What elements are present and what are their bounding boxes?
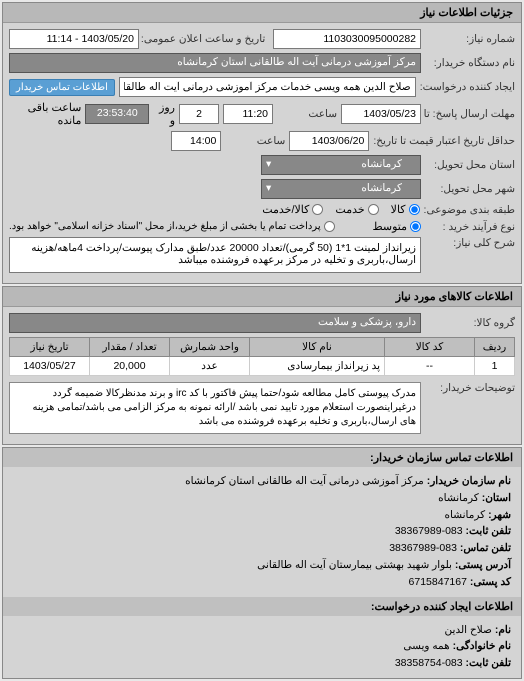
buyer-contact-body: نام سازمان خریدار: مرکز آموزشی درمانی آی… — [3, 467, 521, 597]
announce-label: تاریخ و ساعت اعلان عمومی: — [143, 33, 265, 45]
bc-address: بلوار شهید بهشتی بیمارستان آیت اله طالقا… — [257, 559, 452, 571]
radio-service[interactable]: خدمت — [335, 203, 378, 216]
bc-tel-label: تلفن ثابت: — [466, 525, 511, 537]
buyer-org-label: نام دستگاه خریدار: — [425, 57, 515, 69]
buyer-contact-header: اطلاعات تماس سازمان خریدار: — [3, 448, 521, 467]
bc-org: مرکز آموزشی درمانی آیت اله طالقانی استان… — [185, 475, 424, 487]
bc-province-label: استان: — [482, 492, 511, 504]
buyer-contact-panel: اطلاعات تماس سازمان خریدار: نام سازمان خ… — [2, 447, 522, 679]
pay-note-radio[interactable] — [324, 221, 335, 232]
province-label: استان محل تحویل: — [425, 159, 515, 171]
bc-fax: 083-38367989 — [389, 542, 457, 554]
subject-type-radio-group: کالا خدمت کالا/خدمت — [262, 203, 419, 216]
rc-name-label: نام: — [495, 624, 511, 636]
cell-name: پد زیرانداز بیمار‌سادی — [250, 357, 385, 376]
radio-medium[interactable]: متوسط — [372, 220, 421, 233]
goods-header: اطلاعات کالاهای مورد نیاز — [3, 287, 521, 307]
time-label-1: ساعت — [277, 108, 337, 120]
radio-both-input[interactable] — [312, 204, 323, 215]
table-row[interactable]: 1 -- پد زیرانداز بیمار‌سادی عدد 20,000 1… — [10, 357, 515, 376]
desc-label: شرح کلی نیاز: — [425, 237, 515, 249]
col-date: تاریخ نیاز — [10, 338, 90, 357]
bc-org-label: نام سازمان خریدار: — [427, 475, 511, 487]
province-dropdown[interactable]: کرمانشاه — [261, 155, 421, 175]
announce-input[interactable] — [9, 29, 139, 49]
radio-both[interactable]: کالا/خدمت — [262, 203, 323, 216]
time-label-2: ساعت — [225, 135, 285, 147]
remain-suffix: ساعت باقی مانده — [9, 101, 81, 127]
requester-contact-header: اطلاعات ایجاد کننده درخواست: — [3, 597, 521, 616]
city-label: شهر محل تحویل: — [425, 183, 515, 195]
city-dropdown[interactable]: کرمانشاه — [261, 179, 421, 199]
bc-address-label: آدرس پستی: — [455, 559, 511, 571]
rc-family-label: نام خانوادگی: — [453, 640, 511, 652]
cell-date: 1403/05/27 — [10, 357, 90, 376]
delivery-date-input[interactable] — [289, 131, 369, 151]
request-info-header: جزئیات اطلاعات نیاز — [3, 3, 521, 23]
bc-province: کرمانشاه — [438, 492, 479, 504]
delivery-deadline-label: حداقل تاریخ اعتبار قیمت تا تاریخ: — [373, 135, 515, 147]
bc-fax-label: تلفن تماس: — [460, 542, 511, 554]
remain-time-value: 23:53:40 — [85, 104, 149, 124]
col-row: ردیف — [475, 338, 515, 357]
goods-panel: اطلاعات کالاهای مورد نیاز گروه کالا: دار… — [2, 286, 522, 445]
goods-group-value: دارو، پزشکی و سلامت — [9, 313, 421, 333]
cell-unit: عدد — [170, 357, 250, 376]
rc-tel-label: تلفن ثابت: — [466, 657, 511, 669]
deadline-time-input[interactable] — [223, 104, 273, 124]
remain-days-input — [179, 104, 219, 124]
bc-postal-label: کد پستی: — [470, 576, 511, 588]
currency-label: طبقه بندی موضوعی: — [424, 204, 515, 216]
rc-name: صلاح الدین — [445, 624, 492, 636]
rc-family: همه ویسی — [403, 640, 449, 652]
bc-postal: 6715847167 — [409, 576, 467, 588]
notes-label: توضیحات خریدار: — [425, 382, 515, 394]
bc-city: کرمانشاه — [445, 509, 486, 521]
radio-goods[interactable]: کالا — [391, 203, 420, 216]
radio-service-input[interactable] — [368, 204, 379, 215]
buyer-org-value: مرکز آموزشی درمانی آیت اله طالقانی استان… — [9, 53, 421, 73]
desc-textbox[interactable]: زیرانداز لمینت 1*1 (50 گرمی)/تعداد 20000… — [9, 237, 421, 273]
cell-qty: 20,000 — [90, 357, 170, 376]
buy-type-label: نوع فرآیند خرید : — [425, 221, 515, 233]
cell-rownum: 1 — [475, 357, 515, 376]
goods-table: ردیف کد کالا نام کالا واحد شمارش تعداد /… — [9, 337, 515, 376]
goods-table-header-row: ردیف کد کالا نام کالا واحد شمارش تعداد /… — [10, 338, 515, 357]
request-info-panel: جزئیات اطلاعات نیاز شماره نیاز: تاریخ و … — [2, 2, 522, 284]
bc-city-label: شهر: — [488, 509, 511, 521]
buyer-contact-button[interactable]: اطلاعات تماس خریدار — [9, 79, 115, 96]
bc-tel: 083-38367989 — [395, 525, 463, 537]
col-unit: واحد شمارش — [170, 338, 250, 357]
request-no-label: شماره نیاز: — [425, 33, 515, 45]
requester-contact-body: نام: صلاح الدین نام خانوادگی: همه ویسی ت… — [3, 616, 521, 678]
requester-label: ایجاد کننده درخواست: — [420, 81, 515, 93]
pay-note-check[interactable]: پرداخت تمام یا بخشی از مبلغ خرید،از محل … — [9, 221, 335, 232]
cell-code: -- — [385, 357, 475, 376]
radio-goods-input[interactable] — [409, 204, 420, 215]
col-name: نام کالا — [250, 338, 385, 357]
rc-tel: 083-38358754 — [395, 657, 463, 669]
deadline-date-input[interactable] — [341, 104, 421, 124]
notes-textbox[interactable]: مدرک پیوستی کامل مطالعه شود/حتما پیش فاک… — [9, 382, 421, 434]
deadline-from-label: مهلت ارسال پاسخ: تا — [425, 108, 515, 120]
col-qty: تعداد / مقدار — [90, 338, 170, 357]
remain-day-label: روز و — [153, 101, 175, 127]
col-code: کد کالا — [385, 338, 475, 357]
delivery-time-input[interactable] — [171, 131, 221, 151]
radio-medium-input[interactable] — [410, 221, 421, 232]
goods-group-label: گروه کالا: — [425, 317, 515, 329]
requester-input[interactable] — [119, 77, 416, 97]
request-no-input[interactable] — [273, 29, 421, 49]
